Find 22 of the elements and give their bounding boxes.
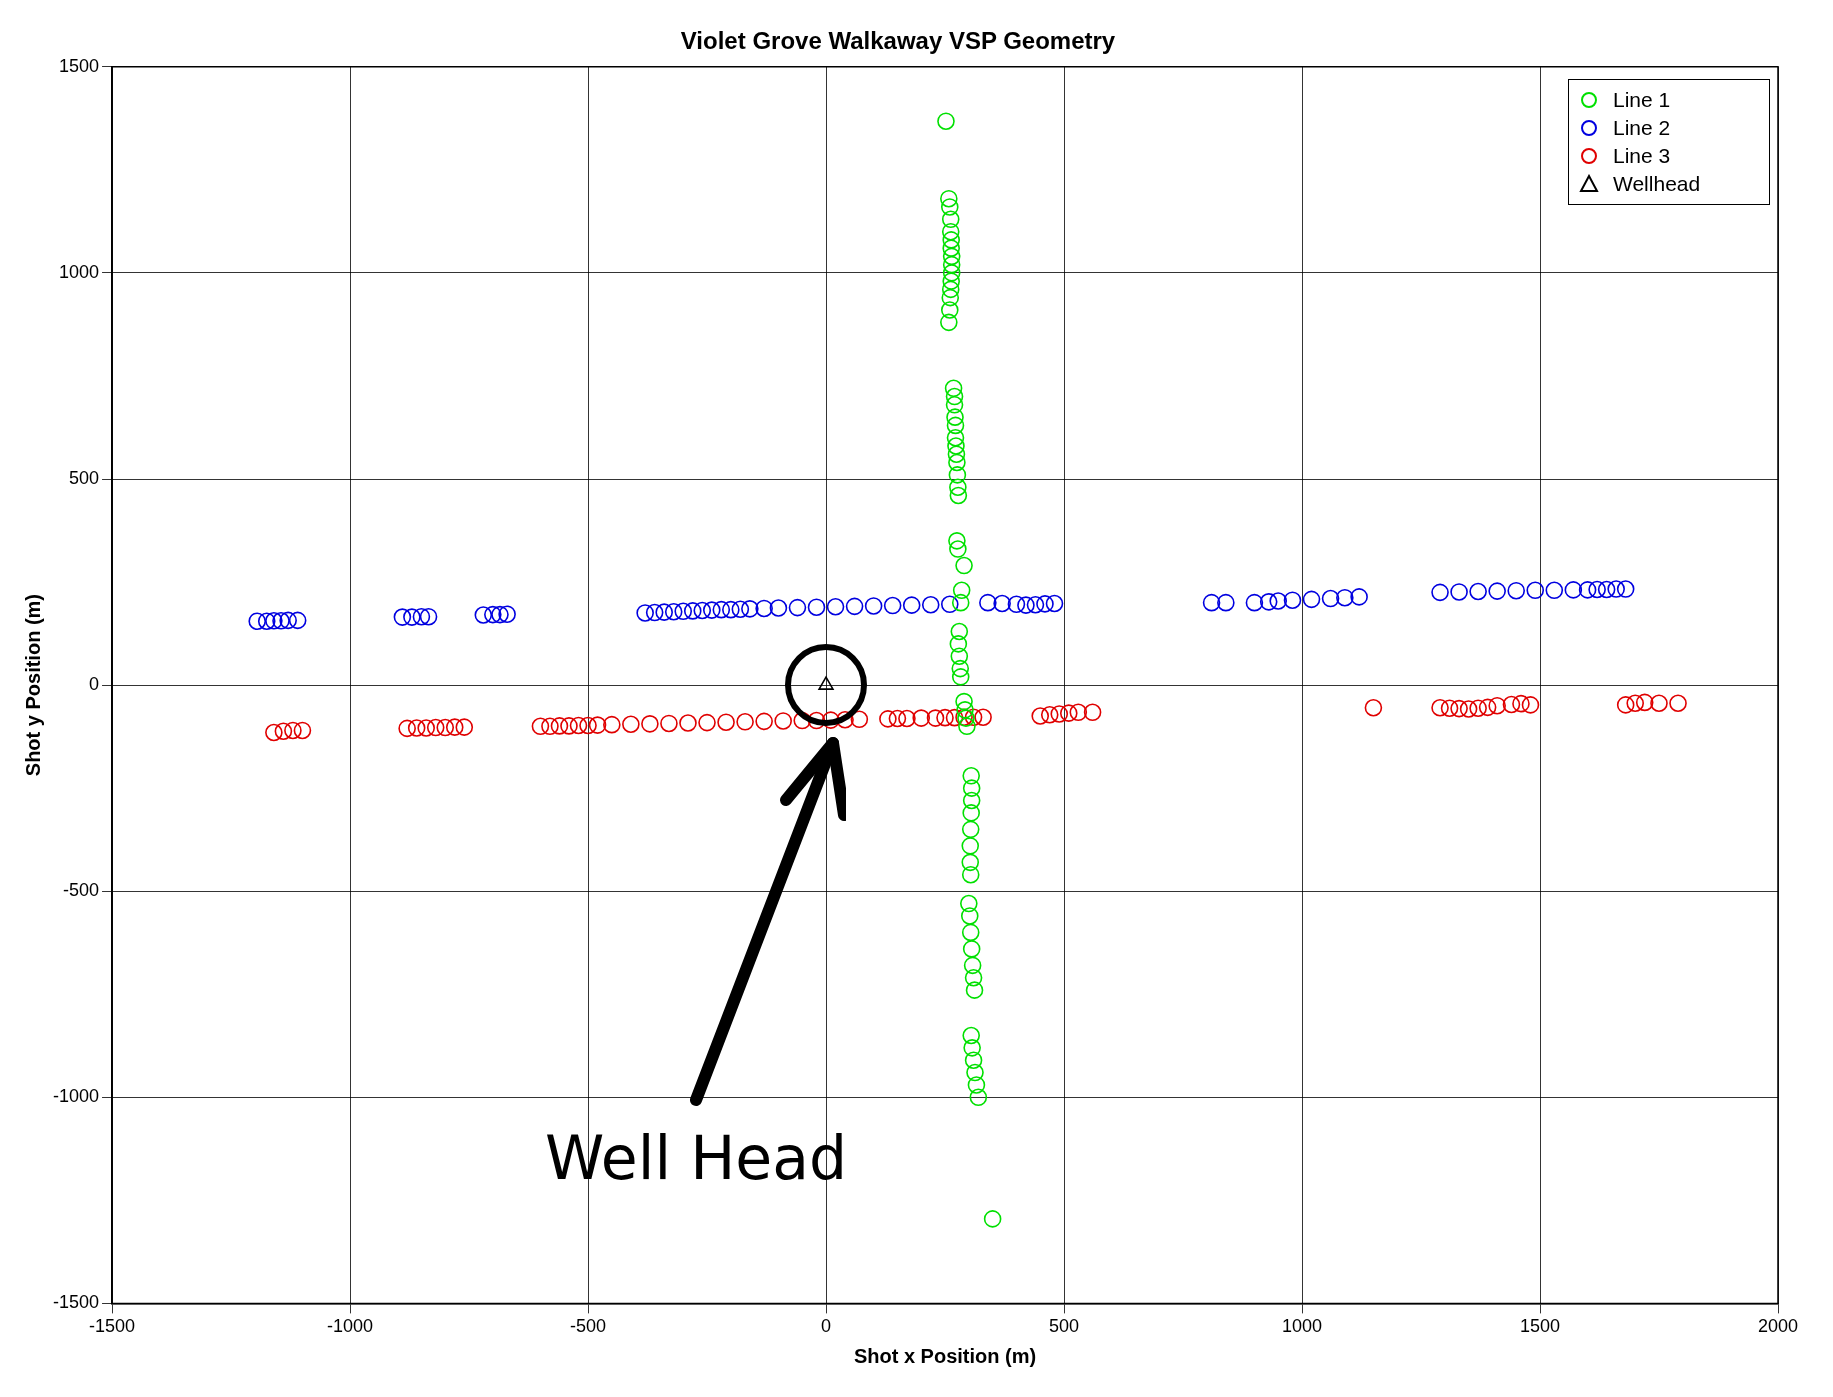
chart-title: Violet Grove Walkaway VSP Geometry [680,27,1116,55]
y-tick-label: 500 [68,467,100,488]
legend-label: Line 3 [1613,142,1671,169]
x-tick-label: 1000 [1281,1316,1323,1337]
y-axis-title: Shot y Position (m) [21,593,44,777]
x-tick-label: -1000 [327,1316,374,1337]
x-tick-label: 0 [821,1316,832,1337]
x-axis-title: Shot x Position (m) [853,1344,1037,1367]
x-tick-label: 500 [1048,1316,1080,1337]
legend-label: Line 1 [1613,86,1671,113]
y-tick-label: -500 [63,880,100,901]
x-tick-label: -500 [570,1316,607,1337]
y-tick-label: 1000 [58,261,100,282]
y-tick-label: -1000 [52,1086,100,1107]
y-tick-label: -1500 [52,1292,100,1313]
x-tick-label: 1500 [1519,1316,1561,1337]
x-tick-label: 2000 [1757,1316,1799,1337]
x-tick-label: -1500 [89,1316,136,1337]
y-tick-label: 0 [89,674,100,695]
y-tick-label: 1500 [58,55,100,76]
legend-label: Line 2 [1613,114,1671,141]
legend-label: Wellhead [1613,170,1701,197]
